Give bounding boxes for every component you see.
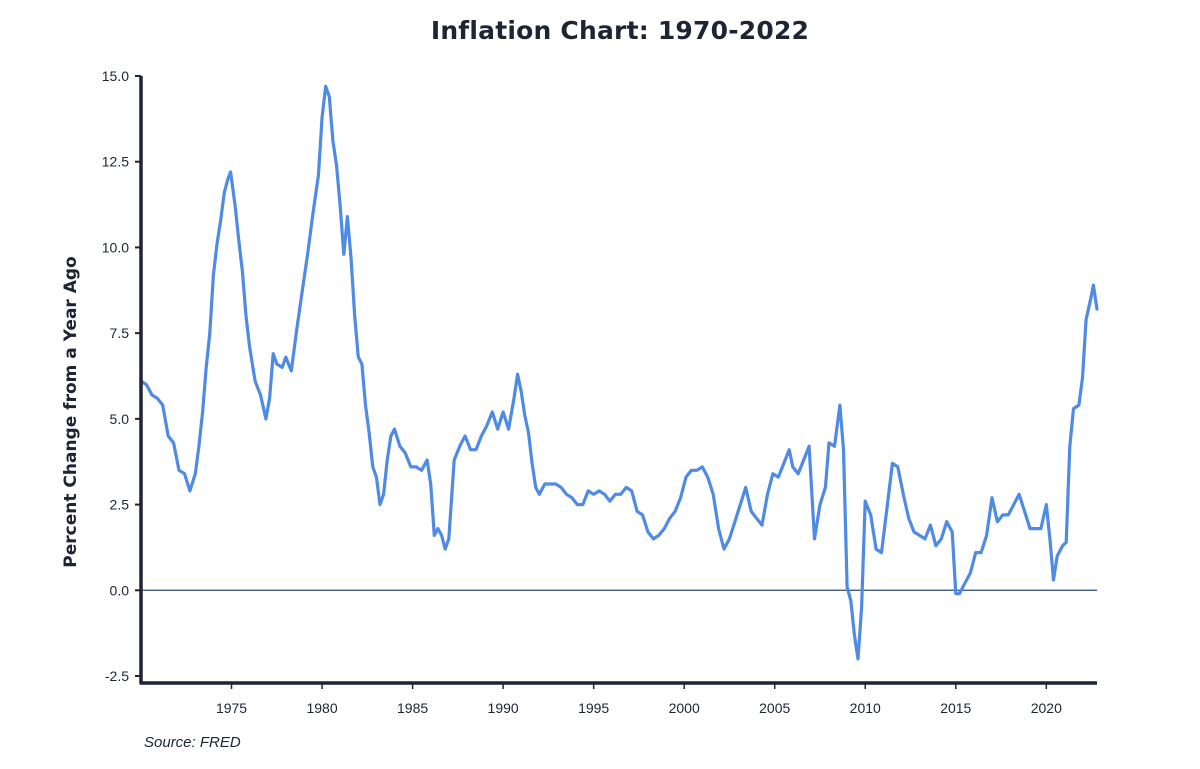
x-tick-label: 1990	[488, 700, 519, 716]
x-tick-label: 1995	[578, 700, 609, 716]
source-note: Source: FRED	[144, 734, 241, 751]
x-axis-ticks: 1975 1980 1985 1990 1995 2000 2005 2010 2015 2020	[216, 683, 1062, 716]
x-tick-label: 2005	[759, 700, 790, 716]
y-tick-label: 15.0	[102, 68, 129, 84]
chart-title: Inflation Chart: 1970-2022	[430, 16, 810, 45]
y-tick-label: 7.5	[110, 325, 130, 341]
x-tick-label: 2000	[669, 700, 700, 716]
x-tick-label: 1985	[397, 700, 428, 716]
y-tick-label: 10.0	[102, 239, 129, 255]
y-axis-ticks: -2.5 0.0 2.5 5.0 7.5 10.0 12.5 15.0	[102, 68, 141, 684]
y-tick-label: 0.0	[110, 582, 130, 598]
x-tick-label: 2010	[850, 700, 881, 716]
inflation-series-line	[139, 84, 1099, 661]
x-tick-label: 2015	[940, 700, 971, 716]
y-tick-label: 5.0	[110, 411, 130, 427]
y-tick-label: 12.5	[102, 154, 129, 170]
y-tick-label: 2.5	[110, 497, 130, 513]
y-tick-label: -2.5	[105, 668, 129, 684]
x-tick-label: 1980	[306, 700, 337, 716]
y-axis-title: Percent Change from a Year Ago	[61, 256, 81, 567]
x-tick-label: 2020	[1031, 700, 1062, 716]
x-tick-label: 1975	[216, 700, 247, 716]
